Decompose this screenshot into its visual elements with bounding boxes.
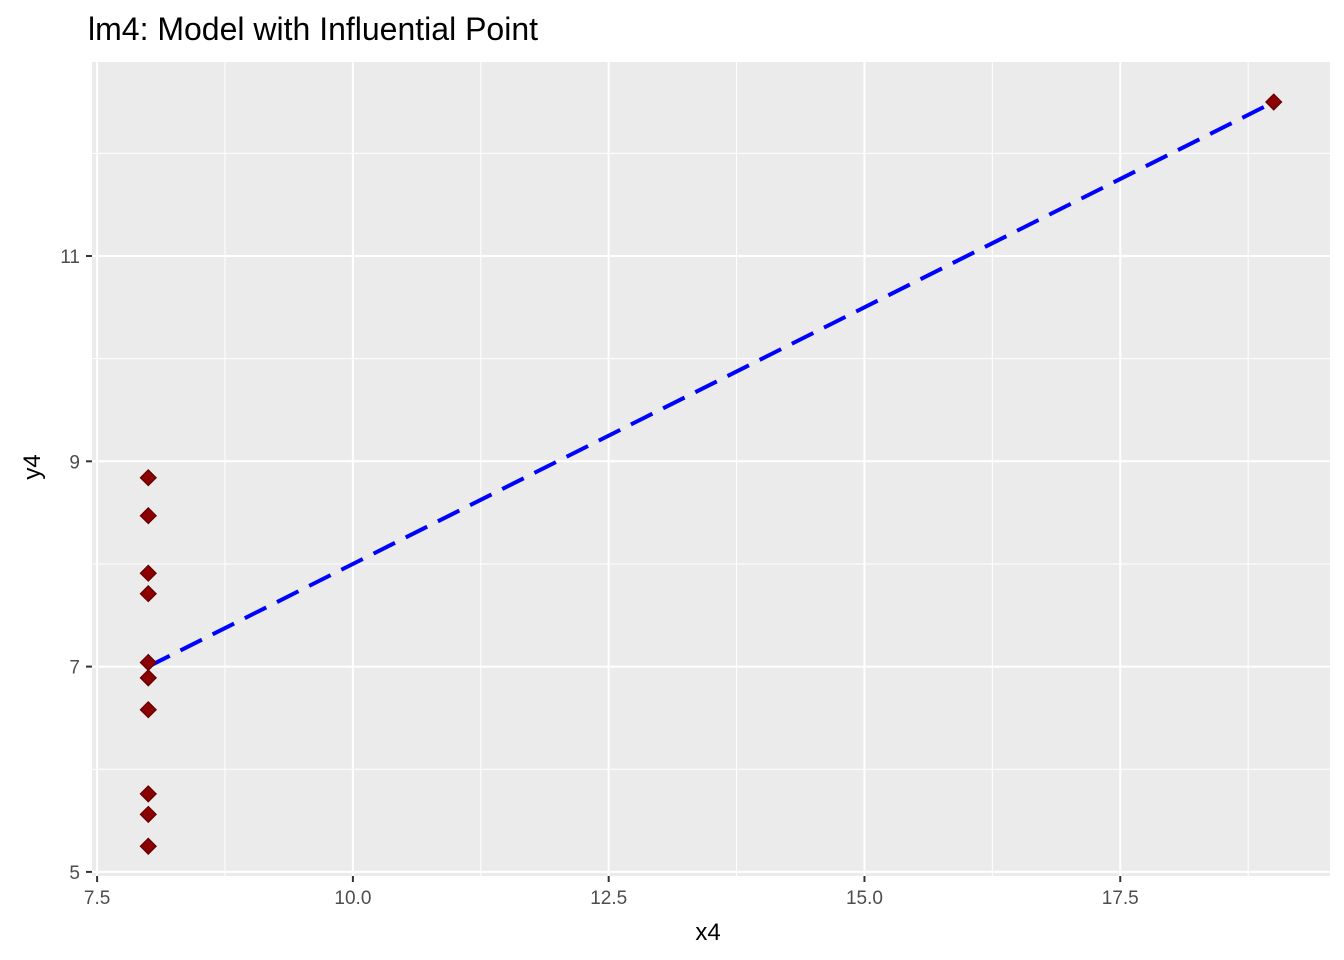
x-tick-label: 7.5 <box>84 888 110 909</box>
x-axis: 7.5 10.0 12.5 15.0 17.5 <box>84 876 1139 909</box>
data-point <box>139 506 157 525</box>
data-points-layer <box>139 93 1283 855</box>
data-point <box>139 785 157 803</box>
regression-line <box>147 100 1275 669</box>
x-axis-label: x4 <box>695 919 720 946</box>
y-tick-label: 11 <box>60 247 80 268</box>
data-point <box>139 805 157 824</box>
y-tick-label: 5 <box>69 863 80 884</box>
regression-line-layer <box>147 100 1275 669</box>
data-point <box>139 564 157 582</box>
data-point <box>139 469 157 487</box>
plot-panel <box>92 62 1330 876</box>
y-tick-label: 9 <box>69 452 80 473</box>
data-point <box>139 669 157 687</box>
data-point <box>139 701 157 719</box>
data-point <box>139 837 157 855</box>
y-tick-label: 7 <box>69 658 80 679</box>
x-tick-label: 10.0 <box>334 888 371 909</box>
y-axis-label: y4 <box>19 454 46 479</box>
x-tick-label: 17.5 <box>1102 888 1139 909</box>
x-tick-label: 15.0 <box>846 888 883 909</box>
data-point <box>139 585 157 603</box>
chart-title: lm4: Model with Influential Point <box>88 11 538 47</box>
x-tick-label: 12.5 <box>590 888 627 909</box>
data-point <box>1265 93 1283 111</box>
y-axis: 5 7 9 11 <box>60 247 92 884</box>
minor-grid <box>92 62 1330 876</box>
major-grid <box>92 62 1330 876</box>
